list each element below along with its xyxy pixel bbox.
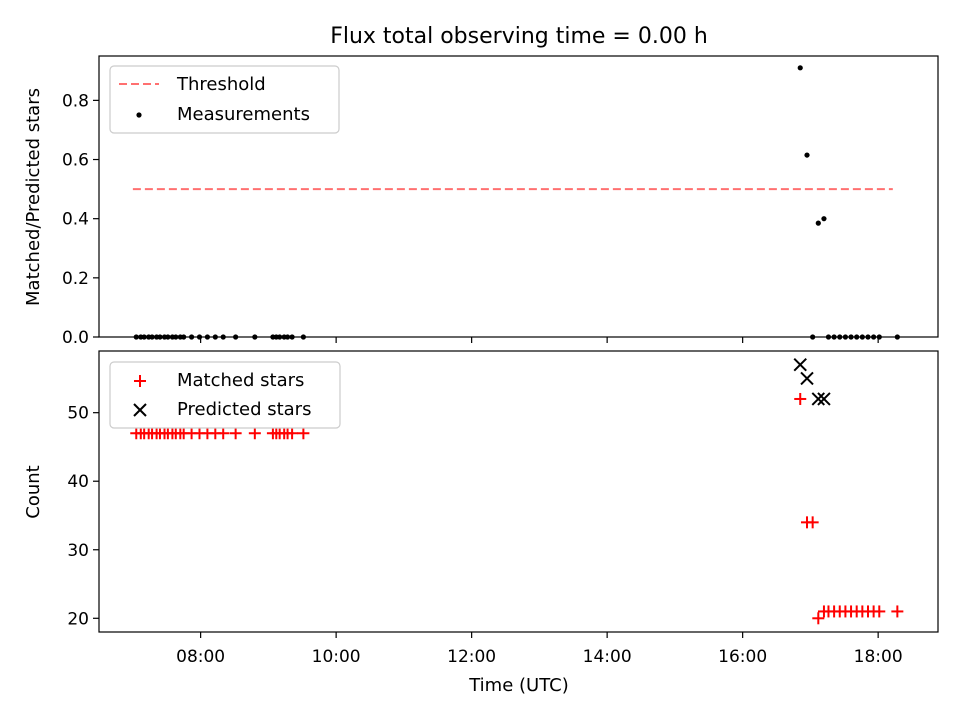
ratio-legend-box [109, 65, 340, 134]
ratio-y-tick-label: 0.6 [62, 151, 89, 171]
counts-legend-box [109, 361, 341, 429]
counts-legend: Matched stars Predicted stars [109, 361, 341, 429]
counts-y-tick-label: 30 [67, 541, 89, 561]
legend-measurements-swatch [136, 112, 142, 118]
ratio-axes-frame [98, 55, 939, 338]
panel-ratio: 0.00.20.40.60.8 Matched/Predicted stars … [23, 55, 939, 348]
predicted-stars-point-b [800, 371, 814, 386]
legend-predicted-label: Predicted stars [177, 399, 311, 420]
ratio-legend: Threshold Measurements [109, 65, 340, 134]
matched-stars-point [248, 427, 261, 440]
matched-stars-point [891, 605, 904, 618]
figure-title: Flux total observing time = 0.00 h [330, 24, 708, 49]
measurements-point [804, 152, 810, 158]
counts-y-tick-label: 50 [67, 404, 89, 424]
x-tick-label: 10:00 [312, 647, 361, 667]
matched-stars-point [873, 605, 886, 618]
predicted-stars-point [811, 392, 826, 406]
matched-stars-point [286, 427, 299, 440]
measurements-point [815, 220, 821, 226]
counts-y-ticks: 20 30 40 50 [67, 404, 99, 629]
matched-stars-point [229, 427, 242, 440]
predicted-stars-point [817, 392, 831, 406]
x-tick-label: 08:00 [176, 647, 225, 667]
counts-y-tick-label: 40 [67, 472, 89, 492]
predicted-stars-point-b [793, 358, 807, 372]
ratio-y-tick-label: 0.2 [62, 269, 89, 289]
measurements-point [797, 65, 803, 71]
ratio-x-ticks [200, 337, 879, 343]
measurements-point [821, 216, 827, 222]
legend-matched-label: Matched stars [177, 370, 304, 391]
ratio-y-tick-label: 0.8 [62, 91, 89, 111]
legend-threshold-label: Threshold [176, 74, 266, 95]
predicted-stars-point [800, 371, 814, 386]
counts-y-tick-label: 20 [67, 609, 89, 629]
counts-x-ticks: 08:00 10:00 12:00 14:00 16:00 18:00 [176, 632, 903, 667]
matched-stars-point [794, 392, 807, 405]
counts-plot-area [130, 358, 904, 625]
legend-matched-swatch [134, 375, 146, 387]
x-tick-label: 12:00 [447, 647, 496, 667]
matched-stars-point [297, 427, 310, 440]
x-axis-label: Time (UTC) [468, 675, 569, 696]
ratio-y-tick-label: 0.4 [62, 210, 89, 230]
x-tick-label: 18:00 [854, 647, 903, 667]
x-tick-label: 14:00 [583, 647, 632, 667]
predicted-stars-point [793, 358, 807, 372]
matched-stars-point [217, 427, 230, 440]
predicted-stars-point-b [811, 392, 826, 406]
legend-measurements-label: Measurements [177, 104, 310, 125]
counts-axes-frame [98, 350, 939, 633]
ratio-y-axis-label: Matched/Predicted stars [23, 88, 44, 306]
counts-y-axis-label: Count [23, 465, 44, 518]
matched-stars-point [806, 516, 819, 529]
ratio-y-ticks: 0.0 0.2 0.4 0.6 0.8 [62, 91, 99, 348]
ratio-y-tick-label: 0.0 [62, 328, 89, 348]
legend-predicted-swatch [133, 403, 147, 417]
predicted-stars-point-b [817, 392, 831, 406]
matched-stars-point [812, 612, 825, 625]
x-tick-label: 16:00 [718, 647, 767, 667]
